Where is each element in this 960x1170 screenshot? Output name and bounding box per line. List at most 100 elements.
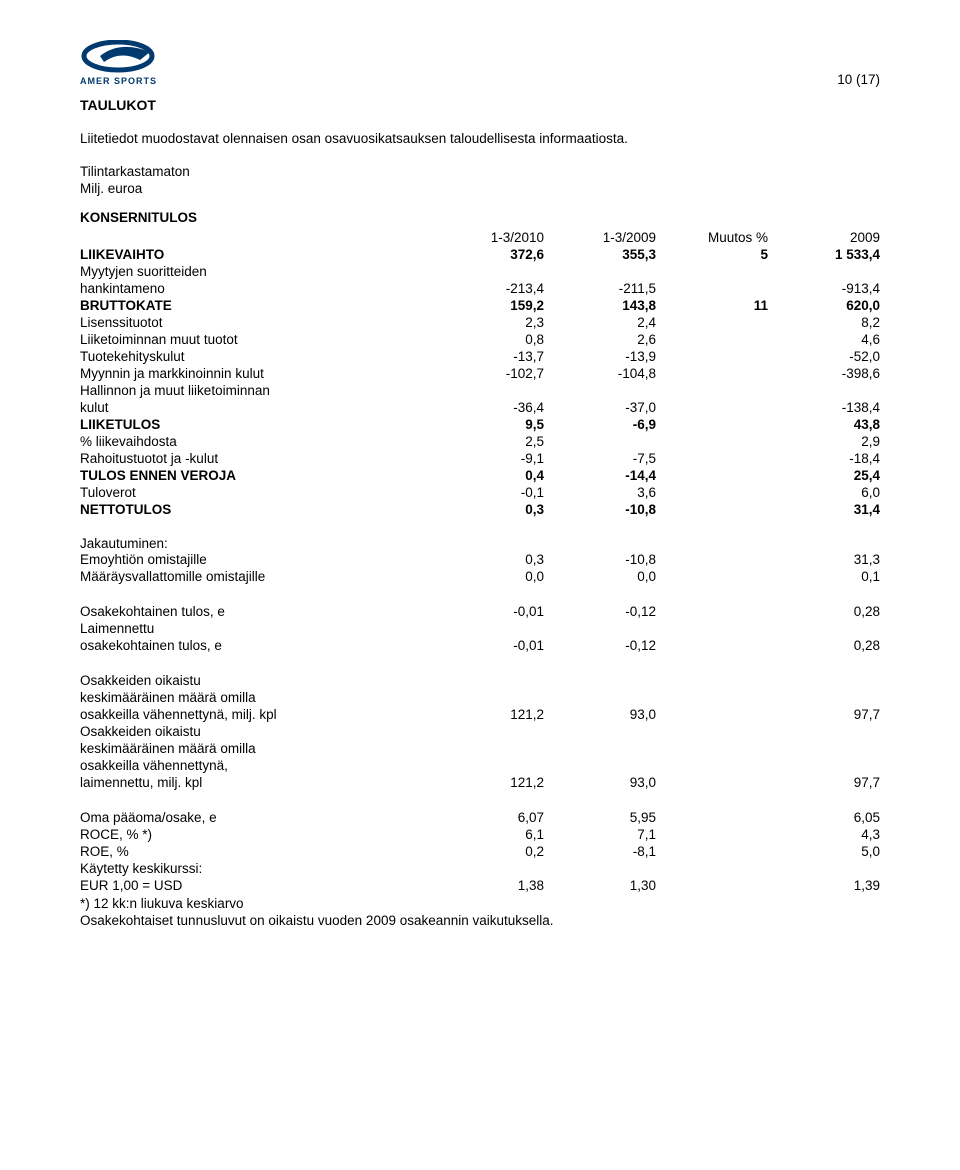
- cell: -0,1: [432, 484, 544, 501]
- row-label: Määräysvallattomille omistajille: [80, 568, 432, 585]
- cell: 121,2: [432, 706, 544, 723]
- cell: 0,28: [768, 603, 880, 620]
- cell: -18,4: [768, 450, 880, 467]
- cell: -0,01: [432, 603, 544, 620]
- table-row: Osakkeiden oikaistu: [80, 723, 880, 740]
- cell: 0,3: [432, 551, 544, 568]
- row-label: LIIKEVAIHTO: [80, 246, 432, 263]
- cell: -104,8: [544, 365, 656, 382]
- cell: -37,0: [544, 399, 656, 416]
- cell: 97,7: [768, 774, 880, 791]
- row-label: osakekohtainen tulos, e: [80, 637, 432, 654]
- row-label: LIIKETULOS: [80, 416, 432, 433]
- cell: 93,0: [544, 706, 656, 723]
- cell: -0,12: [544, 637, 656, 654]
- table-row: Oma pääoma/osake, e 6,07 5,95 6,05: [80, 809, 880, 826]
- cell: 0,2: [432, 843, 544, 860]
- unit-label: Milj. euroa: [80, 181, 880, 196]
- table-row: laimennettu, milj. kpl 121,2 93,0 97,7: [80, 774, 880, 791]
- cell: 0,0: [544, 568, 656, 585]
- col-header: 2009: [768, 229, 880, 246]
- table-row: Määräysvallattomille omistajille 0,0 0,0…: [80, 568, 880, 585]
- row-label: Liiketoiminnan muut tuotot: [80, 331, 432, 348]
- row-label: Myynnin ja markkinoinnin kulut: [80, 365, 432, 382]
- row-label: Myytyjen suoritteiden: [80, 263, 432, 280]
- row-label: laimennettu, milj. kpl: [80, 774, 432, 791]
- cell: 1,39: [768, 877, 880, 894]
- cell: 620,0: [768, 297, 880, 314]
- cell: -913,4: [768, 280, 880, 297]
- row-label: hankintameno: [80, 280, 432, 297]
- cell: 6,1: [432, 826, 544, 843]
- row-label: Osakkeiden oikaistu: [80, 723, 432, 740]
- cell: -102,7: [432, 365, 544, 382]
- table-row: keskimääräinen määrä omilla: [80, 740, 880, 757]
- table-row: kulut -36,4 -37,0 -138,4: [80, 399, 880, 416]
- table-header-row: 1-3/2010 1-3/2009 Muutos % 2009: [80, 229, 880, 246]
- row-label: Käytetty keskikurssi:: [80, 860, 432, 877]
- cell: -0,01: [432, 637, 544, 654]
- intro-text: Liitetiedot muodostavat olennaisen osan …: [80, 131, 880, 146]
- cell: 6,07: [432, 809, 544, 826]
- cell: -8,1: [544, 843, 656, 860]
- metrics-table: Oma pääoma/osake, e 6,07 5,95 6,05 ROCE,…: [80, 809, 880, 894]
- table-row: % liikevaihdosta 2,5 2,9: [80, 433, 880, 450]
- row-label: ROCE, % *): [80, 826, 432, 843]
- table-row: TULOS ENNEN VEROJA 0,4 -14,4 25,4: [80, 467, 880, 484]
- table-row: Myynnin ja markkinoinnin kulut -102,7 -1…: [80, 365, 880, 382]
- table-row: Osakekohtainen tulos, e -0,01 -0,12 0,28: [80, 603, 880, 620]
- cell: 1 533,4: [768, 246, 880, 263]
- row-label: osakkeilla vähennettynä, milj. kpl: [80, 706, 432, 723]
- table-row: Lisenssituotot 2,3 2,4 8,2: [80, 314, 880, 331]
- cell: 31,4: [768, 501, 880, 518]
- cell: 0,3: [432, 501, 544, 518]
- row-label: Laimennettu: [80, 620, 432, 637]
- konsernitulos-heading: KONSERNITULOS: [80, 210, 880, 225]
- cell: 25,4: [768, 467, 880, 484]
- cell: 2,5: [432, 433, 544, 450]
- table-row: Osakkeiden oikaistu: [80, 672, 880, 689]
- table-row: LIIKEVAIHTO 372,6 355,3 5 1 533,4: [80, 246, 880, 263]
- table-row: Emoyhtiön omistajille 0,3 -10,8 31,3: [80, 551, 880, 568]
- table-row: Tuloverot -0,1 3,6 6,0: [80, 484, 880, 501]
- row-label: % liikevaihdosta: [80, 433, 432, 450]
- cell: 159,2: [432, 297, 544, 314]
- cell: 0,0: [432, 568, 544, 585]
- table-row: Myytyjen suoritteiden: [80, 263, 880, 280]
- col-header: 1-3/2010: [432, 229, 544, 246]
- cell: 97,7: [768, 706, 880, 723]
- table-row: Käytetty keskikurssi:: [80, 860, 880, 877]
- row-label: Lisenssituotot: [80, 314, 432, 331]
- unaudited-label: Tilintarkastamaton: [80, 164, 880, 179]
- row-label: Emoyhtiön omistajille: [80, 551, 432, 568]
- cell: 121,2: [432, 774, 544, 791]
- cell: -13,9: [544, 348, 656, 365]
- row-label: BRUTTOKATE: [80, 297, 432, 314]
- cell: 43,8: [768, 416, 880, 433]
- row-label: Tuloverot: [80, 484, 432, 501]
- cell: 0,1: [768, 568, 880, 585]
- cell: 5,95: [544, 809, 656, 826]
- cell: -36,4: [432, 399, 544, 416]
- table-row: Rahoitustuotot ja -kulut -9,1 -7,5 -18,4: [80, 450, 880, 467]
- cell: 1,30: [544, 877, 656, 894]
- cell: -6,9: [544, 416, 656, 433]
- row-label: EUR 1,00 = USD: [80, 877, 432, 894]
- cell: 6,0: [768, 484, 880, 501]
- table-row: hankintameno -213,4 -211,5 -913,4: [80, 280, 880, 297]
- cell: 2,4: [544, 314, 656, 331]
- cell: 5: [656, 246, 768, 263]
- cell: -52,0: [768, 348, 880, 365]
- cell: -0,12: [544, 603, 656, 620]
- row-label: Oma pääoma/osake, e: [80, 809, 432, 826]
- cell: 2,9: [768, 433, 880, 450]
- jakautuminen-heading: Jakautuminen:: [80, 536, 880, 551]
- cell: -7,5: [544, 450, 656, 467]
- cell: 6,05: [768, 809, 880, 826]
- table-row: Tuotekehityskulut -13,7 -13,9 -52,0: [80, 348, 880, 365]
- footnote-1: *) 12 kk:n liukuva keskiarvo: [80, 896, 880, 911]
- row-label: Osakekohtainen tulos, e: [80, 603, 432, 620]
- footnote-2: Osakekohtaiset tunnusluvut on oikaistu v…: [80, 913, 880, 928]
- table-row: osakekohtainen tulos, e -0,01 -0,12 0,28: [80, 637, 880, 654]
- table-row: osakkeilla vähennettynä, milj. kpl 121,2…: [80, 706, 880, 723]
